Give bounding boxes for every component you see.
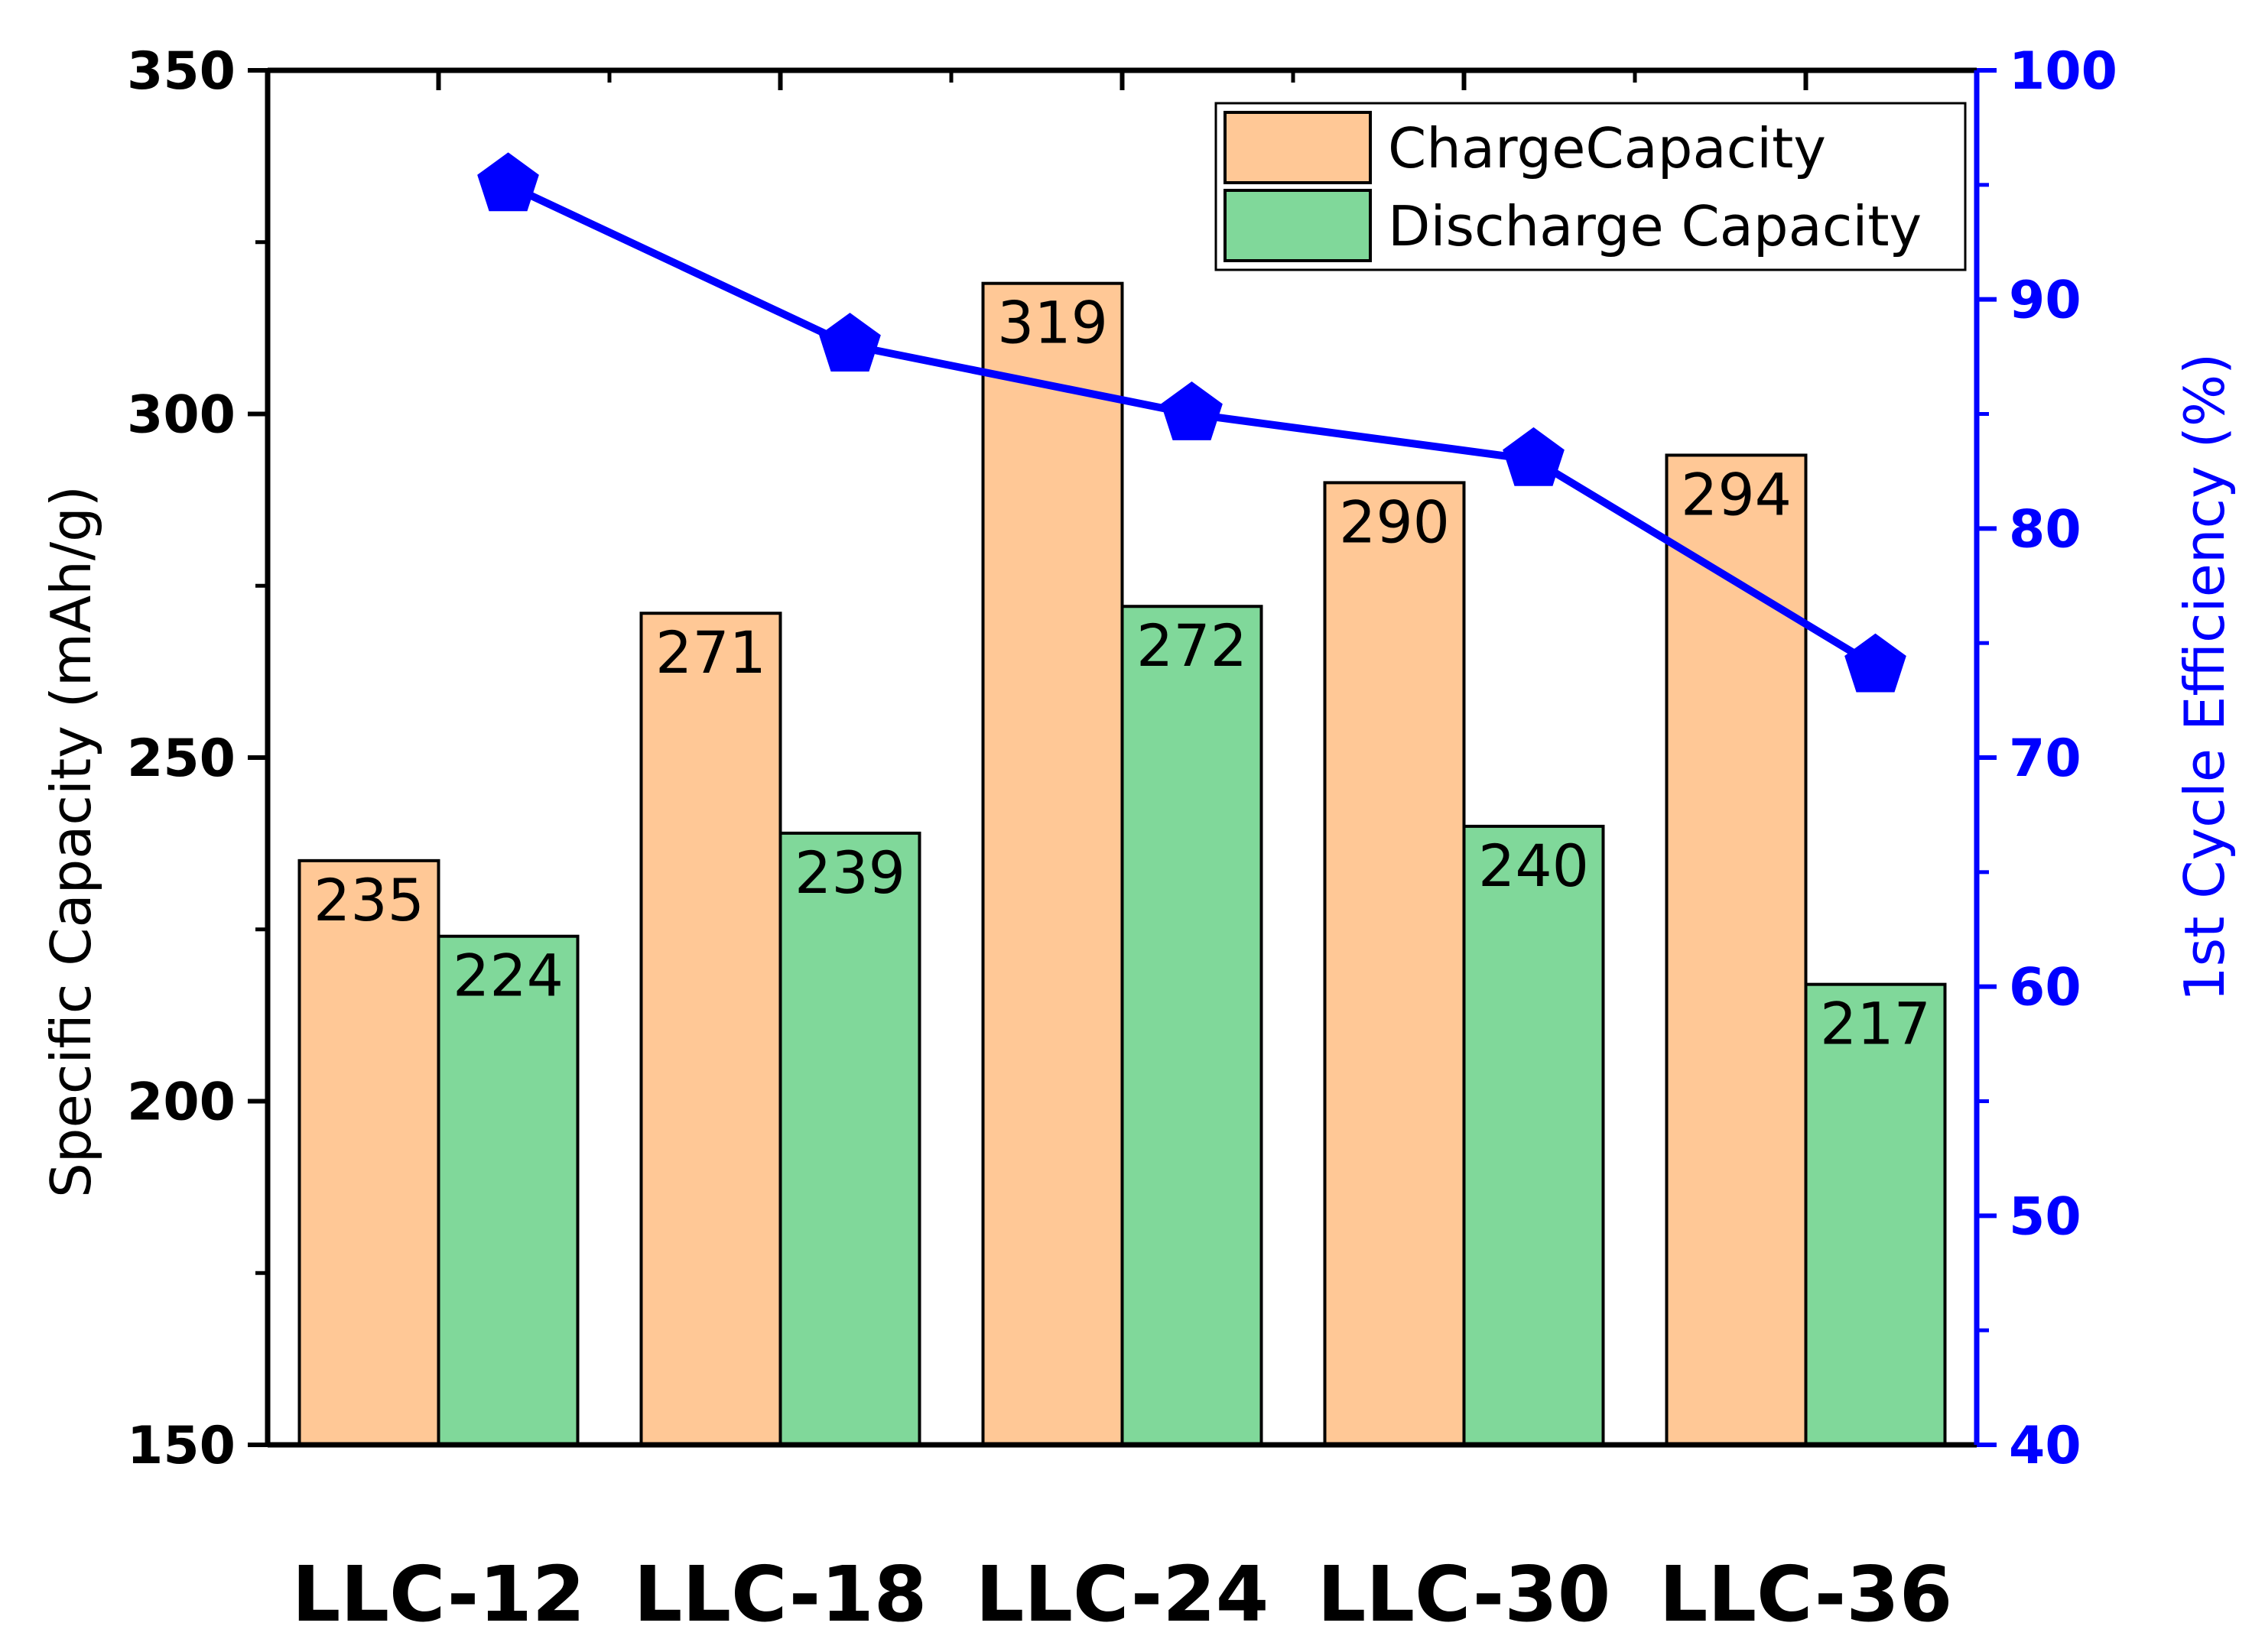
charge-value-label-llc-12: 235 bbox=[314, 866, 424, 934]
charge-value-label-llc-24: 319 bbox=[997, 289, 1108, 357]
discharge-value-label-llc-18: 239 bbox=[795, 839, 905, 907]
efficiency-marker-llc-24 bbox=[1161, 381, 1223, 440]
efficiency-marker-llc-18 bbox=[819, 313, 881, 372]
legend-label-discharge: Discharge Capacity bbox=[1388, 194, 1922, 258]
x-tick-label-llc-24: LLC-24 bbox=[976, 1550, 1269, 1639]
discharge-bar-llc-12 bbox=[437, 934, 580, 1446]
axis-titles: Specific Capacity (mAh/g) 1st Cycle Effic… bbox=[39, 353, 2237, 1198]
legend: ChargeCapacity Discharge Capacity bbox=[1214, 102, 1967, 271]
left-tick-label-300: 300 bbox=[127, 385, 236, 446]
charge-bar-llc-24 bbox=[981, 281, 1124, 1447]
x-tick-label-llc-36: LLC-36 bbox=[1659, 1550, 1953, 1639]
discharge-bar-llc-18 bbox=[778, 831, 921, 1446]
discharge-bar-llc-30 bbox=[1462, 824, 1605, 1446]
discharge-bar-llc-24 bbox=[1120, 605, 1263, 1446]
left-tick-label-150: 150 bbox=[127, 1416, 236, 1476]
efficiency-marker-llc-30 bbox=[1503, 427, 1565, 486]
discharge-bar-llc-36 bbox=[1804, 982, 1947, 1447]
right-tick-label-50: 50 bbox=[2009, 1186, 2081, 1247]
legend-swatch-charge bbox=[1223, 111, 1372, 184]
right-tick-label-80: 80 bbox=[2009, 499, 2081, 560]
left-tick-label-350: 350 bbox=[127, 41, 236, 102]
discharge-value-label-llc-12: 224 bbox=[453, 942, 564, 1010]
efficiency-line-layer bbox=[477, 152, 1906, 693]
bars-layer bbox=[297, 281, 1947, 1447]
right-tick-label-90: 90 bbox=[2009, 271, 2081, 331]
charge-value-label-llc-30: 290 bbox=[1339, 488, 1450, 556]
charge-value-label-llc-18: 271 bbox=[655, 618, 766, 686]
right-tick-label-40: 40 bbox=[2009, 1416, 2081, 1476]
discharge-value-label-llc-36: 217 bbox=[1820, 990, 1931, 1058]
right-tick-label-60: 60 bbox=[2009, 958, 2081, 1018]
data-labels-layer: 235 224 271 239 319 272 290 240 294 217 bbox=[314, 289, 1931, 1058]
legend-swatch-discharge bbox=[1223, 189, 1372, 262]
efficiency-marker-llc-12 bbox=[477, 152, 539, 212]
left-tick-label-200: 200 bbox=[127, 1073, 236, 1133]
right-tick-label-70: 70 bbox=[2009, 729, 2081, 789]
charge-bar-llc-12 bbox=[297, 858, 440, 1446]
left-axis-title: Specific Capacity (mAh/g) bbox=[39, 485, 103, 1198]
legend-label-charge: ChargeCapacity bbox=[1388, 116, 1826, 180]
charge-bar-llc-30 bbox=[1323, 481, 1466, 1446]
charge-bar-llc-18 bbox=[639, 612, 782, 1447]
x-tick-label-llc-12: LLC-12 bbox=[292, 1550, 586, 1639]
right-tick-label-100: 100 bbox=[2009, 41, 2117, 102]
ticks-layer: LLC-12 LLC-18 LLC-24 LLC-30 LLC-36 150 200 250 3… bbox=[127, 41, 2117, 1639]
left-tick-label-250: 250 bbox=[127, 729, 236, 789]
charge-bar-llc-36 bbox=[1665, 453, 1808, 1447]
efficiency-marker-llc-36 bbox=[1844, 633, 1906, 693]
right-axis-title: 1st Cycle Efficiency (%) bbox=[2172, 353, 2237, 1001]
discharge-value-label-llc-24: 272 bbox=[1136, 612, 1247, 680]
discharge-value-label-llc-30: 240 bbox=[1478, 832, 1589, 900]
x-tick-label-llc-30: LLC-30 bbox=[1318, 1550, 1611, 1639]
x-tick-label-llc-18: LLC-18 bbox=[634, 1550, 928, 1639]
charge-value-label-llc-36: 294 bbox=[1681, 460, 1792, 528]
